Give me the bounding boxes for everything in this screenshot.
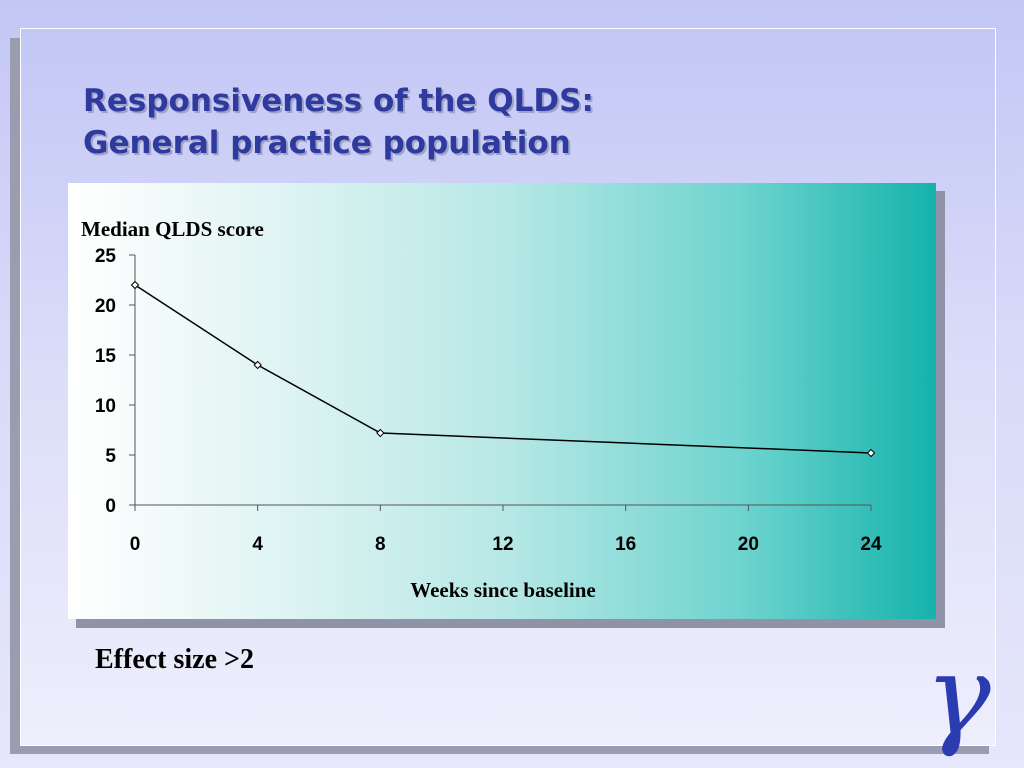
slide-title: Responsiveness of the QLDS: General prac… xyxy=(83,80,594,164)
chart-axes xyxy=(134,255,871,506)
x-tick-label: 24 xyxy=(860,534,882,555)
chart-series xyxy=(130,280,876,458)
y-tick-label: 0 xyxy=(105,496,116,517)
y-tick-label: 10 xyxy=(95,396,116,417)
data-point xyxy=(130,280,140,290)
x-tick-label: 0 xyxy=(130,534,141,555)
x-axis-label: Weeks since baseline xyxy=(410,578,596,602)
data-point xyxy=(376,428,385,438)
series-line xyxy=(134,284,872,454)
y-axis-label: Median QLDS score xyxy=(81,217,264,241)
x-tick-label: 20 xyxy=(738,534,759,555)
y-tick-label: 15 xyxy=(95,346,117,367)
y-tick-label: 5 xyxy=(105,446,116,467)
slide-title-line-2: General practice population xyxy=(83,125,571,161)
y-tick-label: 20 xyxy=(95,296,116,317)
chart-ticks: 0 5 10 15 20 25 0 4 8 12 16 20 24 xyxy=(95,246,882,555)
y-tick-label: 25 xyxy=(95,246,117,267)
chart-panel xyxy=(68,183,936,619)
x-tick-label: 12 xyxy=(492,534,513,555)
x-tick-label: 8 xyxy=(375,534,386,555)
x-tick-label: 4 xyxy=(252,534,263,555)
data-point xyxy=(253,360,262,370)
effect-size-text: Effect size >2 xyxy=(95,644,254,675)
data-point xyxy=(866,448,876,458)
slide-title-line-1: Responsiveness of the QLDS: xyxy=(83,83,594,119)
x-tick-label: 16 xyxy=(615,534,636,555)
gamma-logo: γ xyxy=(925,631,991,759)
